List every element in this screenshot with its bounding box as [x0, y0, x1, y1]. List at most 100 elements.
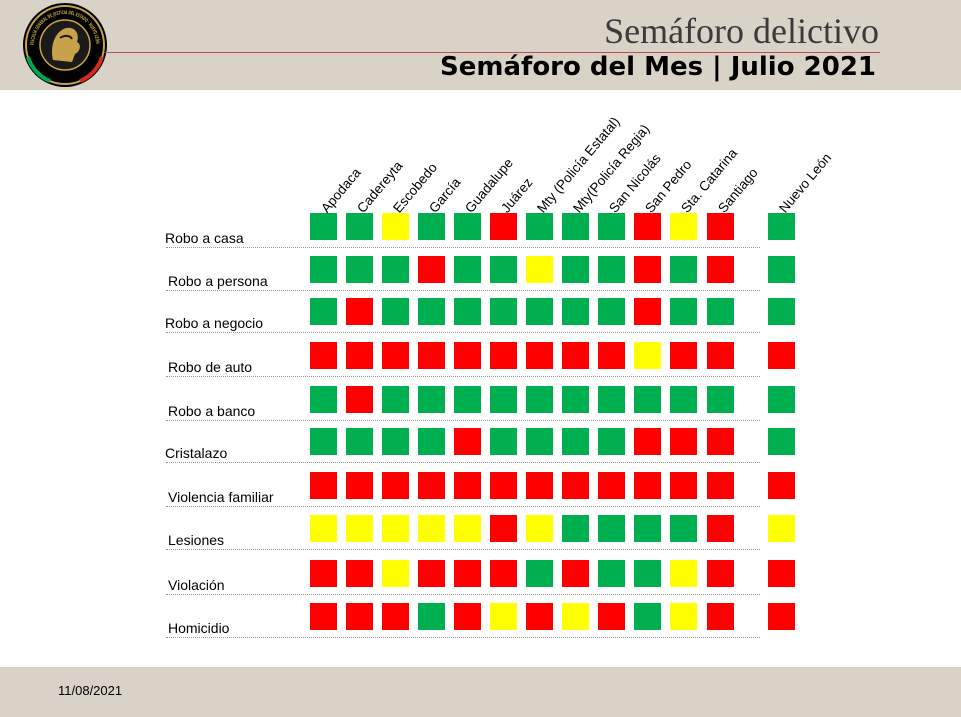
- status-cell: [526, 428, 553, 455]
- row-divider: [166, 420, 760, 421]
- row-divider: [166, 637, 760, 638]
- status-cell: [382, 560, 409, 587]
- status-cell: [526, 213, 553, 240]
- status-cell: [670, 515, 697, 542]
- row-label: Lesiones: [168, 532, 225, 548]
- status-cell: [634, 515, 661, 542]
- column-header: García: [426, 174, 464, 216]
- status-cell: [490, 213, 517, 240]
- status-cell: [670, 342, 697, 369]
- status-cell: [382, 472, 409, 499]
- status-cell: [598, 515, 625, 542]
- status-cell: [598, 342, 625, 369]
- status-cell: [634, 386, 661, 413]
- status-cell: [526, 560, 553, 587]
- row-label: Robo a persona: [168, 273, 268, 289]
- row-label: Violación: [168, 577, 225, 593]
- row-divider: [166, 549, 760, 550]
- status-cell: [490, 515, 517, 542]
- row-label: Robo a banco: [168, 403, 256, 419]
- status-cell: [346, 256, 373, 283]
- status-cell: [454, 256, 481, 283]
- status-cell: [598, 298, 625, 325]
- row-label: Robo a negocio: [165, 315, 264, 331]
- status-cell: [598, 472, 625, 499]
- status-cell: [418, 560, 445, 587]
- footer-date: 11/08/2021: [58, 683, 123, 698]
- status-cell: [346, 386, 373, 413]
- status-cell: [310, 213, 337, 240]
- status-cell: [670, 298, 697, 325]
- status-cell-total: [768, 256, 795, 283]
- status-cell: [670, 603, 697, 630]
- status-cell: [634, 298, 661, 325]
- row-divider: [166, 462, 760, 463]
- status-cell: [707, 603, 734, 630]
- status-cell: [418, 603, 445, 630]
- status-cell: [382, 213, 409, 240]
- status-cell: [598, 386, 625, 413]
- status-cell: [526, 298, 553, 325]
- status-cell: [418, 386, 445, 413]
- status-cell: [310, 515, 337, 542]
- status-cell: [707, 213, 734, 240]
- status-cell: [526, 515, 553, 542]
- row-label: Homicidio: [168, 620, 230, 636]
- status-cell: [598, 256, 625, 283]
- status-cell: [418, 342, 445, 369]
- status-cell: [634, 560, 661, 587]
- column-header: Juárez: [498, 174, 536, 216]
- status-cell: [310, 472, 337, 499]
- status-cell: [382, 386, 409, 413]
- footer-bar: [0, 667, 961, 717]
- status-cell: [310, 386, 337, 413]
- row-divider: [166, 332, 760, 333]
- status-cell: [490, 342, 517, 369]
- page-subtitle: Semáforo del Mes | Julio 2021: [440, 52, 876, 82]
- header-bar: [0, 0, 961, 90]
- status-cell: [562, 428, 589, 455]
- status-cell-total: [768, 603, 795, 630]
- status-cell: [562, 603, 589, 630]
- status-cell: [526, 386, 553, 413]
- status-cell: [346, 298, 373, 325]
- status-cell: [418, 428, 445, 455]
- status-cell: [346, 472, 373, 499]
- status-cell: [707, 298, 734, 325]
- status-cell: [707, 560, 734, 587]
- status-cell: [634, 428, 661, 455]
- status-cell: [418, 515, 445, 542]
- status-cell: [454, 213, 481, 240]
- status-cell: [707, 515, 734, 542]
- status-cell: [634, 342, 661, 369]
- row-divider: [166, 594, 760, 595]
- status-cell: [598, 603, 625, 630]
- status-cell-total: [768, 472, 795, 499]
- status-cell: [454, 472, 481, 499]
- row-divider: [166, 290, 760, 291]
- status-cell: [490, 256, 517, 283]
- status-cell: [670, 560, 697, 587]
- status-cell: [562, 298, 589, 325]
- page-title: Semáforo delictivo: [604, 11, 879, 51]
- status-cell: [634, 256, 661, 283]
- status-cell-total: [768, 342, 795, 369]
- status-cell: [634, 472, 661, 499]
- status-cell-total: [768, 386, 795, 413]
- status-cell: [562, 515, 589, 542]
- row-label: Robo a casa: [165, 230, 244, 246]
- status-cell: [707, 342, 734, 369]
- status-cell: [526, 342, 553, 369]
- status-cell: [310, 428, 337, 455]
- status-cell: [670, 428, 697, 455]
- status-cell: [382, 603, 409, 630]
- status-cell: [418, 213, 445, 240]
- status-cell: [526, 256, 553, 283]
- status-cell: [490, 472, 517, 499]
- status-cell: [490, 428, 517, 455]
- status-cell: [707, 386, 734, 413]
- status-cell: [634, 603, 661, 630]
- status-cell: [382, 256, 409, 283]
- status-cell: [490, 386, 517, 413]
- status-cell: [454, 428, 481, 455]
